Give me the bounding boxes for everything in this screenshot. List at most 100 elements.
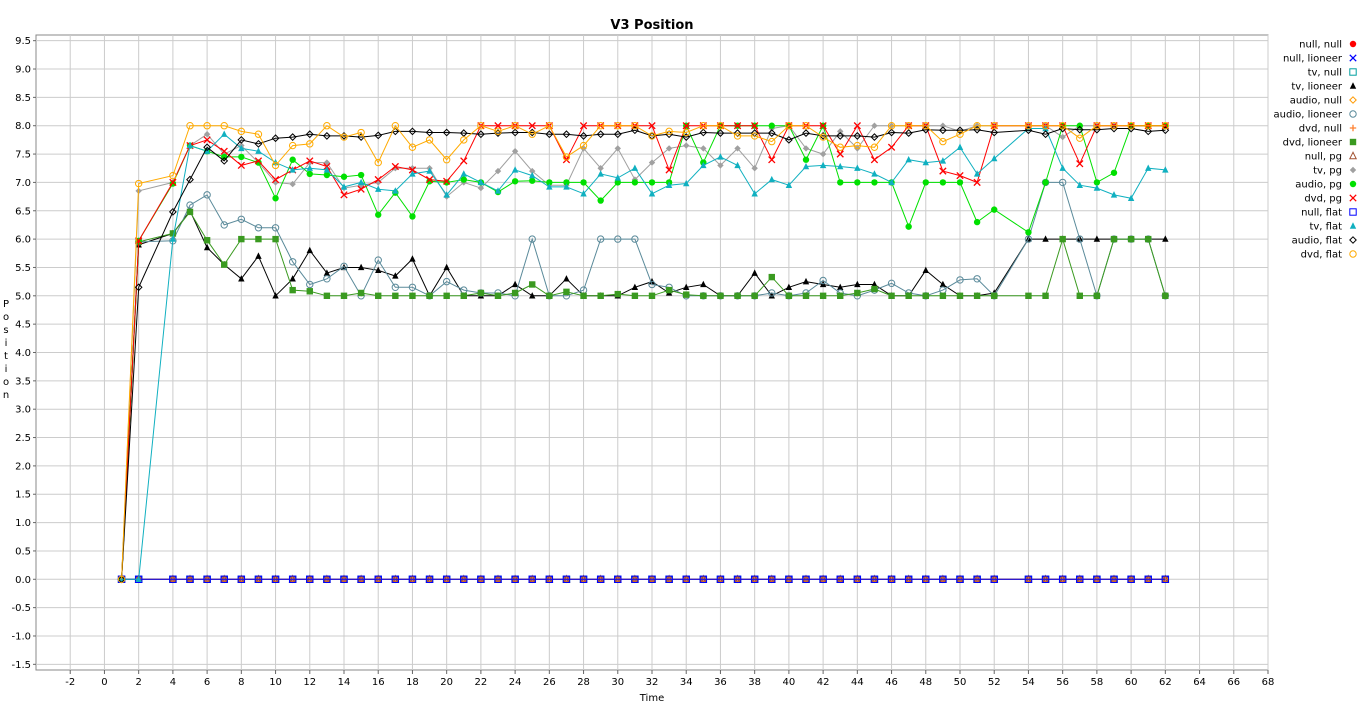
- data-point: [596, 235, 605, 243]
- data-point: [614, 145, 621, 152]
- data-point: [683, 179, 690, 187]
- data-point: [733, 132, 742, 140]
- data-point: [1024, 235, 1033, 243]
- data-point: [254, 139, 263, 148]
- data-point: [973, 292, 981, 300]
- x-tick-label: 18: [406, 677, 419, 688]
- y-tick-label: 8.5: [15, 93, 31, 104]
- data-point: [408, 575, 417, 583]
- data-point: [1058, 575, 1067, 583]
- data-point: [1076, 181, 1083, 188]
- data-point: [665, 166, 673, 174]
- data-point: [442, 575, 451, 583]
- data-point: [802, 145, 810, 152]
- data-point: [255, 252, 262, 259]
- data-point: [1058, 122, 1067, 130]
- data-point: [203, 143, 212, 152]
- x-tick-label: 14: [338, 677, 351, 688]
- data-point: [956, 126, 964, 135]
- data-point: [323, 269, 331, 276]
- x-tick-label: 8: [238, 677, 244, 688]
- data-point: [117, 575, 126, 583]
- data-point: [853, 141, 862, 150]
- data-point: [357, 575, 365, 583]
- data-point: [1093, 235, 1101, 242]
- data-point: [323, 575, 331, 583]
- data-point: [545, 575, 554, 583]
- data-point: [631, 122, 639, 130]
- data-point: [237, 161, 245, 170]
- x-tick-label: 12: [303, 677, 316, 688]
- data-point: [716, 129, 725, 137]
- data-point: [904, 122, 913, 130]
- legend-item: dvd, lioneer: [1283, 138, 1357, 149]
- data-point: [837, 162, 844, 170]
- y-tick-label: 5.5: [15, 263, 31, 274]
- data-point: [819, 276, 827, 285]
- legend-label: audio, pg: [1295, 180, 1342, 191]
- legend-marker: [1349, 250, 1357, 258]
- data-point: [1076, 575, 1084, 583]
- data-point: [597, 292, 604, 300]
- x-tick-label: 36: [714, 677, 727, 688]
- data-point: [1059, 235, 1066, 243]
- data-point: [271, 161, 280, 170]
- data-point: [939, 122, 947, 129]
- y-tick-label: 4.5: [15, 320, 31, 331]
- data-point: [716, 575, 725, 583]
- data-point: [563, 179, 570, 186]
- data-point: [614, 235, 622, 243]
- data-point: [939, 137, 947, 146]
- y-tick-label: 2.0: [15, 461, 31, 472]
- data-point: [871, 122, 878, 129]
- legend-marker: [1349, 110, 1357, 118]
- data-point: [1161, 126, 1170, 135]
- data-point: [374, 575, 382, 583]
- data-point: [529, 177, 536, 184]
- y-tick-label: 7.5: [15, 150, 31, 161]
- data-point: [768, 575, 776, 583]
- data-point: [443, 177, 451, 185]
- data-point: [922, 575, 930, 583]
- data-point: [630, 126, 639, 135]
- data-point: [408, 283, 417, 291]
- data-point: [1076, 122, 1083, 129]
- x-tick-label: 30: [611, 677, 624, 688]
- data-point: [614, 179, 621, 186]
- y-tick-label: -1.5: [11, 660, 31, 671]
- data-point: [682, 122, 690, 130]
- series-line: [121, 124, 1166, 580]
- data-point: [460, 176, 467, 183]
- legend-marker: [1349, 166, 1357, 174]
- data-point: [1093, 184, 1101, 191]
- data-point: [1093, 575, 1101, 583]
- data-point: [511, 289, 519, 297]
- data-point: [186, 201, 194, 209]
- data-point: [1127, 235, 1135, 243]
- data-point: [613, 130, 622, 139]
- data-point: [648, 575, 656, 583]
- data-point: [579, 141, 588, 150]
- legend: null, null null, lioneer tv, null tv, lione…: [1274, 40, 1358, 261]
- data-point: [768, 156, 776, 164]
- data-point: [511, 122, 519, 130]
- data-point: [938, 126, 947, 135]
- data-point: [922, 292, 929, 300]
- data-point: [305, 130, 314, 139]
- legend-marker: [1349, 138, 1357, 146]
- data-point: [751, 122, 759, 130]
- x-tick-label: 28: [577, 677, 590, 688]
- data-point: [836, 575, 844, 583]
- legend-item: null, null: [1299, 40, 1357, 51]
- data-point: [905, 292, 912, 300]
- data-point: [443, 191, 450, 198]
- data-point: [973, 275, 981, 283]
- data-point: [357, 289, 365, 297]
- data-point: [888, 178, 895, 186]
- data-point: [683, 291, 690, 298]
- data-point: [340, 292, 348, 300]
- data-point: [579, 122, 588, 130]
- data-point: [221, 261, 228, 268]
- data-point: [1025, 292, 1032, 300]
